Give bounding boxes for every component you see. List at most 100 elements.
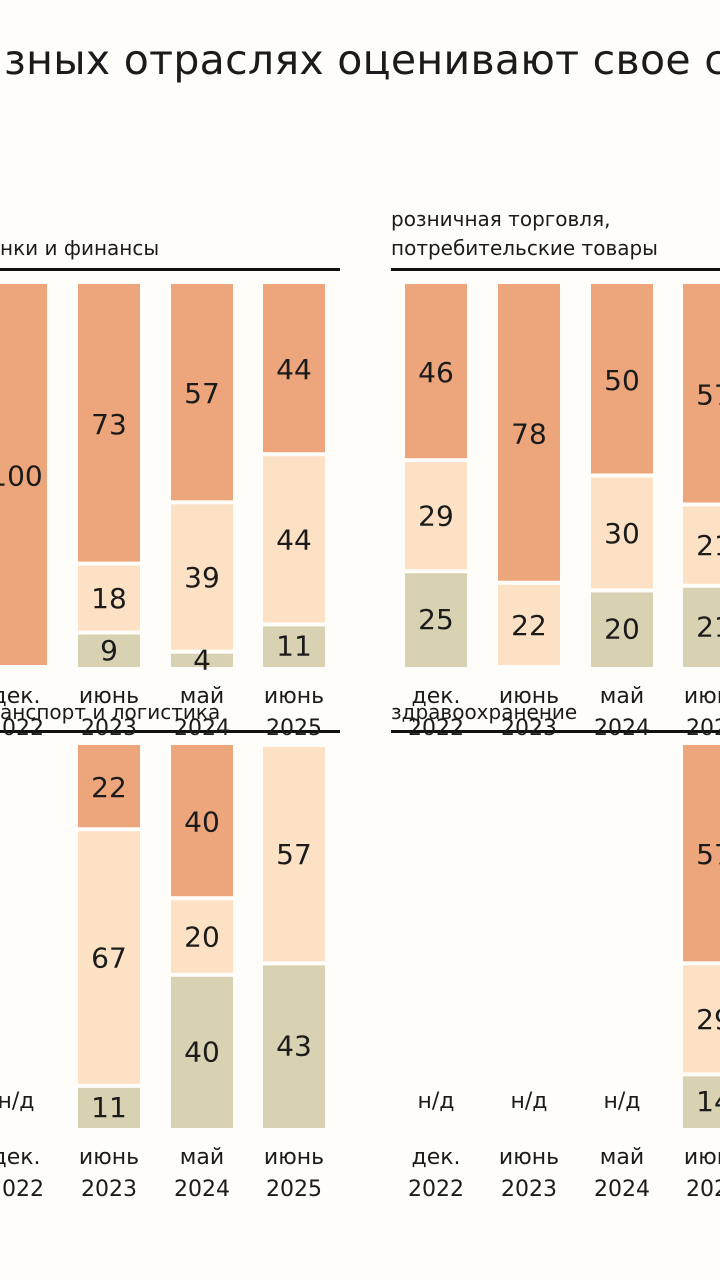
bar-middle-p2-c2 [171, 900, 233, 973]
x-label-p1-c1-l1: 2023 [501, 716, 557, 741]
x-label-p2-c3-l0: июнь [264, 1145, 324, 1170]
value-label-bottom-p1-c3: 21 [696, 610, 720, 643]
bar-middle-p1-c3 [683, 506, 720, 584]
value-label-bottom-p1-c0: 25 [418, 603, 454, 636]
panel-rule-retail [391, 268, 720, 271]
x-label-p0-c0-l0: дек. [0, 684, 41, 709]
x-label-p2-c2-l1: 2024 [174, 1177, 230, 1202]
x-label-p1-c2-l1: 2024 [594, 716, 650, 741]
bar-middle-p0-c2 [171, 504, 233, 650]
x-label-p2-c3-l1: 2025 [266, 1177, 322, 1202]
value-label-top-p0-c1: 73 [91, 408, 127, 441]
x-label-p1-c1-l0: июнь [499, 684, 559, 709]
x-label-p0-c3-l1: 2025 [266, 716, 322, 741]
x-label-p3-c1-l1: 2023 [501, 1177, 557, 1202]
value-label-middle-p0-c1: 18 [91, 582, 127, 615]
value-label-bottom-p2-c3: 43 [276, 1030, 312, 1063]
bar-bottom-p2-c3 [263, 965, 325, 1128]
value-label-bottom-p2-c1: 11 [91, 1091, 127, 1124]
x-label-p0-c2-l1: 2024 [174, 716, 230, 741]
x-label-p2-c1-l0: июнь [79, 1145, 139, 1170]
bar-middle-p0-c1 [78, 565, 140, 631]
value-label-middle-p3-c3: 29 [696, 1003, 720, 1036]
x-label-p3-c0-l1: 2022 [408, 1177, 464, 1202]
bar-bottom-p1-c3 [683, 587, 720, 667]
bar-middle-p1-c0 [405, 462, 467, 570]
x-label-p3-c1-l0: июнь [499, 1145, 559, 1170]
panel-title-transport: анспорт и логистика [0, 700, 221, 724]
x-label-p3-c3-l0: июнь [684, 1145, 720, 1170]
bar-middle-p3-c3 [683, 965, 720, 1073]
value-label-bottom-p0-c2: 4 [193, 643, 211, 676]
chart-title: зных отраслях оценивают свое с [4, 36, 720, 84]
bar-top-p1-c0 [405, 284, 467, 459]
x-label-p2-c2-l0: май [180, 1145, 224, 1170]
x-label-p2-c0-l1: 2022 [0, 1177, 44, 1202]
x-label-p3-c0-l0: дек. [411, 1145, 460, 1170]
bar-middle-p1-c2 [591, 477, 653, 589]
bar-top-p0-c1 [78, 284, 140, 562]
value-label-top-p3-c3: 57 [696, 838, 720, 871]
x-label-p3-c2-l0: май [600, 1145, 644, 1170]
bar-top-p2-c2 [171, 745, 233, 897]
bar-top-p1-c3 [683, 284, 720, 503]
bar-top-p3-c3 [683, 745, 720, 962]
value-label-top-p0-c2: 57 [184, 377, 220, 410]
panel-rule-finance [0, 268, 340, 271]
bar-bottom-p3-c3 [683, 1076, 720, 1128]
x-label-p1-c3-l1: 2025 [686, 716, 720, 741]
bar-bottom-p0-c2 [171, 653, 233, 667]
x-label-p0-c3-l0: июнь [264, 684, 324, 709]
x-label-p3-c2-l1: 2024 [594, 1177, 650, 1202]
x-label-p0-c2-l0: май [180, 684, 224, 709]
bar-top-p0-c3 [263, 284, 325, 453]
value-label-top-p1-c2: 50 [604, 364, 640, 397]
value-label-bottom-p0-c1: 9 [100, 634, 118, 667]
bar-bottom-p0-c1 [78, 634, 140, 667]
x-label-p1-c2-l0: май [600, 684, 644, 709]
x-label-p0-c1-l0: июнь [79, 684, 139, 709]
nd-label-p3-c1: н/д [510, 1089, 547, 1114]
panel-rule-healthcare [391, 730, 720, 733]
x-label-p1-c3-l0: июнь [684, 684, 720, 709]
value-label-top-p1-c3: 57 [696, 378, 720, 411]
panel-title-retail-line1: розничная торговля, [391, 207, 611, 231]
value-label-middle-p1-c2: 30 [604, 517, 640, 550]
x-label-p1-c0-l0: дек. [411, 684, 460, 709]
nd-label-p3-c2: н/д [603, 1089, 640, 1114]
bar-middle-p2-c3 [263, 747, 325, 962]
bar-middle-p0-c3 [263, 456, 325, 623]
bar-bottom-p1-c2 [591, 592, 653, 667]
value-label-bottom-p2-c2: 40 [184, 1035, 220, 1068]
bar-bottom-p2-c2 [171, 976, 233, 1128]
bar-middle-p2-c1 [78, 831, 140, 1084]
nd-label-p2-c0: н/д [0, 1089, 35, 1114]
value-label-bottom-p1-c2: 20 [604, 613, 640, 646]
panel-title-retail-line2: потребительские товары [391, 236, 658, 260]
bar-top-p2-c1 [78, 745, 140, 828]
nd-label-p3-c0: н/д [417, 1089, 454, 1114]
x-label-p1-c0-l1: 2022 [408, 716, 464, 741]
panel-title-finance: нки и финансы [0, 236, 160, 260]
panel-rule-transport [0, 730, 340, 733]
value-label-middle-p2-c1: 67 [91, 942, 127, 975]
value-label-top-p2-c2: 40 [184, 806, 220, 839]
bar-top-p0-c2 [171, 284, 233, 501]
value-label-top-p2-c1: 22 [91, 771, 127, 804]
value-label-bottom-p3-c3: 14 [696, 1085, 720, 1118]
value-label-top-p0-c3: 44 [276, 353, 312, 386]
bar-bottom-p1-c0 [405, 573, 467, 667]
value-label-middle-p1-c1: 22 [511, 609, 547, 642]
value-label-top-p1-c0: 46 [418, 356, 454, 389]
value-label-middle-p1-c3: 21 [696, 529, 720, 562]
value-label-middle-p2-c2: 20 [184, 921, 220, 954]
bar-top-p1-c2 [591, 284, 653, 474]
bar-middle-p1-c1 [498, 584, 560, 665]
bar-top-p1-c1 [498, 284, 560, 581]
x-label-p2-c1-l1: 2023 [81, 1177, 137, 1202]
x-label-p0-c0-l1: 2022 [0, 716, 44, 741]
value-label-middle-p0-c3: 44 [276, 523, 312, 556]
x-label-p0-c1-l1: 2023 [81, 716, 137, 741]
bar-top-p0-c0 [0, 284, 47, 665]
